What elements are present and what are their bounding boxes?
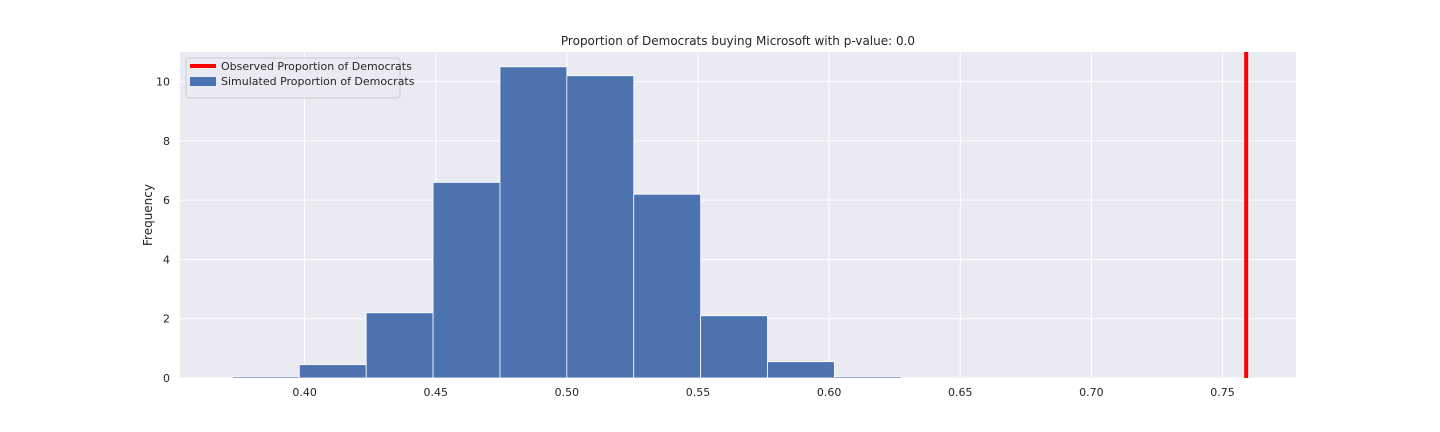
legend-box	[185, 57, 401, 99]
y-axis-ticks: 0 2 4 6 8 10	[156, 76, 170, 385]
legend-swatch-simulated	[190, 77, 216, 86]
y-tick-label: 8	[163, 135, 170, 148]
histogram-bars	[232, 66, 902, 379]
y-tick-label: 10	[156, 76, 170, 89]
x-tick-label: 0.65	[948, 386, 973, 399]
y-tick-label: 6	[163, 194, 170, 207]
x-tick-label: 0.75	[1210, 386, 1235, 399]
y-tick-label: 0	[163, 372, 170, 385]
chart-title: Proportion of Democrats buying Microsoft…	[561, 34, 915, 48]
x-axis-ticks: 0.40 0.45 0.50 0.55 0.60 0.65 0.70 0.75	[292, 386, 1234, 399]
histogram-bar	[298, 364, 367, 379]
histogram-bar	[566, 75, 635, 379]
y-tick-label: 4	[163, 253, 170, 266]
histogram-bar	[365, 312, 434, 379]
histogram-bar	[432, 181, 501, 379]
histogram-bar	[700, 315, 768, 379]
y-tick-label: 2	[163, 313, 170, 326]
legend: Observed Proportion of Democrats Simulat…	[185, 57, 415, 99]
x-tick-label: 0.50	[555, 386, 580, 399]
histogram-bar	[499, 66, 568, 379]
x-tick-label: 0.40	[292, 386, 317, 399]
y-axis-label: Frequency	[141, 184, 155, 246]
x-tick-label: 0.45	[423, 386, 448, 399]
x-tick-label: 0.70	[1079, 386, 1104, 399]
x-tick-label: 0.60	[817, 386, 842, 399]
histogram-bar	[767, 361, 835, 379]
histogram-bar	[232, 376, 300, 379]
x-tick-label: 0.55	[686, 386, 711, 399]
legend-label-simulated: Simulated Proportion of Democrats	[221, 75, 415, 88]
histogram-bar	[633, 193, 702, 379]
legend-label-observed: Observed Proportion of Democrats	[221, 60, 412, 73]
histogram-bar	[833, 376, 902, 379]
